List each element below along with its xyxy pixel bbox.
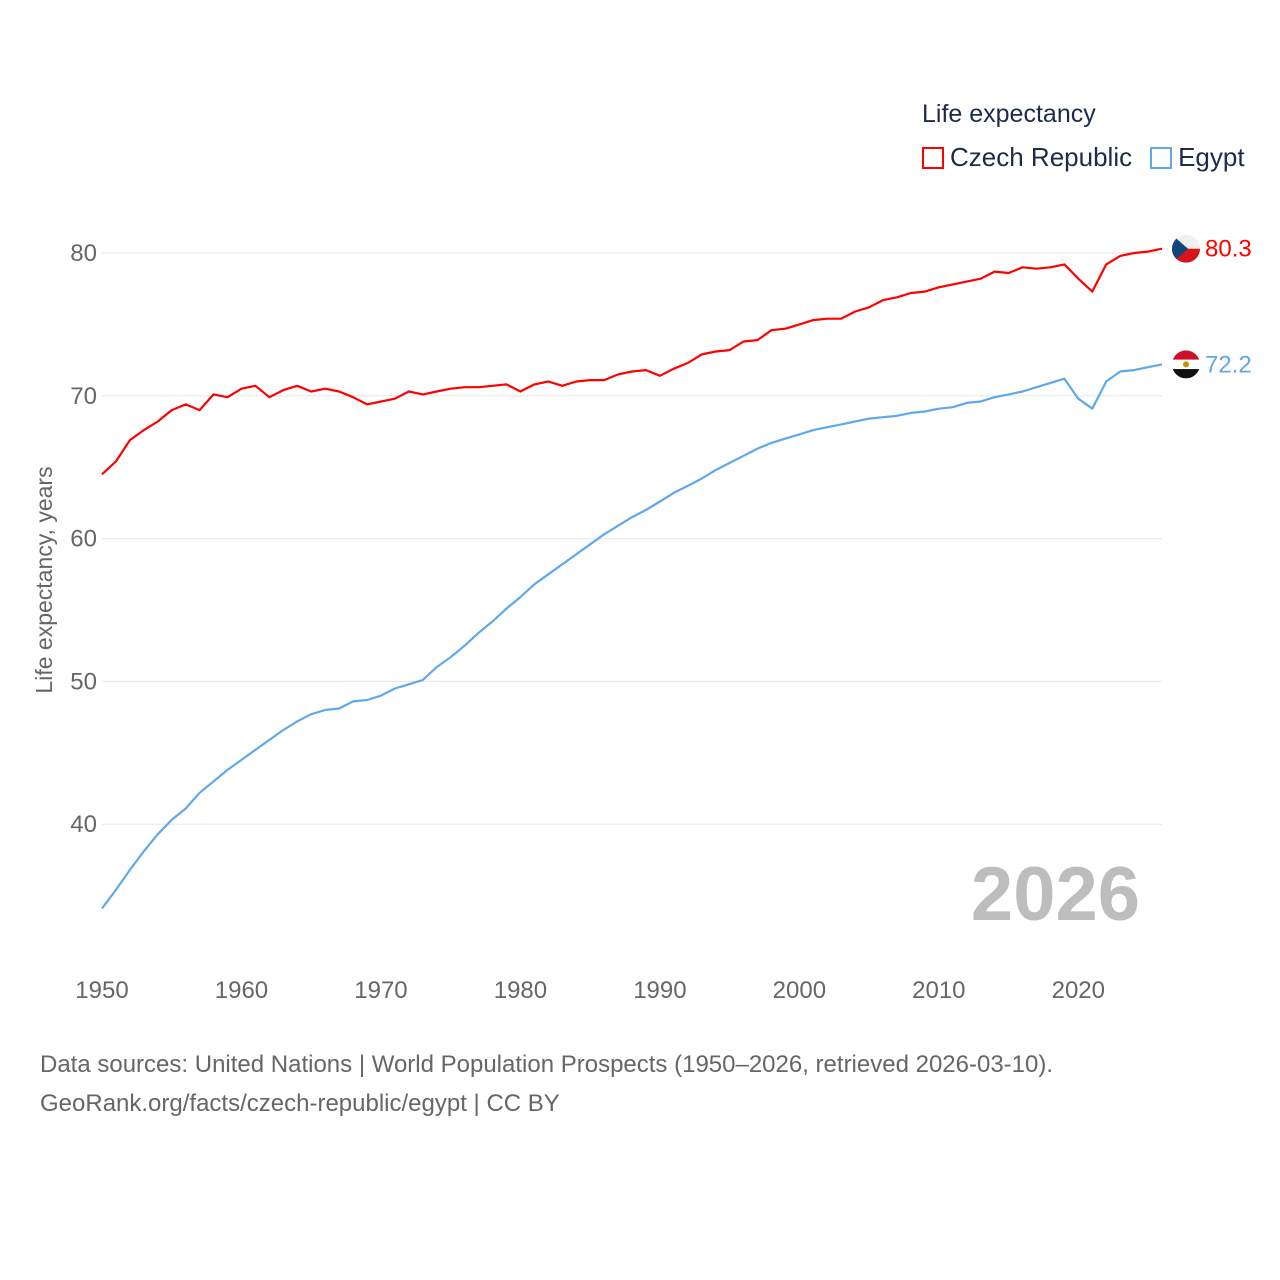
- year-label: 2026: [971, 852, 1140, 937]
- legend-label: Czech Republic: [950, 142, 1133, 172]
- legend: Czech Republic Egypt: [922, 142, 1245, 173]
- legend-swatch: [1150, 146, 1173, 169]
- x-tick-label: 2010: [912, 977, 965, 1004]
- legend-label: Egypt: [1178, 142, 1245, 172]
- legend-item-czech-republic[interactable]: Czech Republic: [922, 142, 1132, 173]
- legend-swatch: [922, 146, 944, 169]
- series-line-czech-republic: [101, 247, 1163, 476]
- y-tick-label: 50: [70, 668, 97, 695]
- x-tick-label: 1990: [633, 977, 686, 1004]
- czech-flag-icon: [1172, 234, 1200, 263]
- legend-item-egypt[interactable]: Egypt: [1150, 142, 1245, 173]
- y-axis-label: Life expectancy, years: [31, 466, 57, 693]
- x-tick-label: 2000: [773, 977, 826, 1004]
- source-line: Data sources: United Nations | World Pop…: [40, 1051, 1054, 1078]
- y-tick-label: 70: [70, 383, 97, 410]
- x-tick-label: 1950: [75, 977, 128, 1004]
- y-tick-label: 80: [70, 240, 97, 267]
- y-tick-label: 60: [70, 526, 97, 553]
- end-value-label-egypt: 72.2: [1205, 351, 1252, 378]
- series-line-egypt: [101, 363, 1163, 910]
- y-tick-label: 40: [70, 811, 97, 838]
- egypt-flag-icon: [1172, 350, 1200, 379]
- source-note: Data sources: United Nations | World Pop…: [40, 1045, 1053, 1123]
- x-tick-label: 2020: [1052, 977, 1105, 1004]
- x-tick-label: 1960: [215, 977, 268, 1004]
- end-value-label-czech-republic: 80.3: [1205, 236, 1252, 263]
- source-link[interactable]: GeoRank.org/facts/czech-republic/egypt |…: [40, 1090, 560, 1117]
- x-tick-label: 1970: [354, 977, 407, 1004]
- legend-title: Life expectancy: [922, 100, 1096, 128]
- x-tick-label: 1980: [494, 977, 547, 1004]
